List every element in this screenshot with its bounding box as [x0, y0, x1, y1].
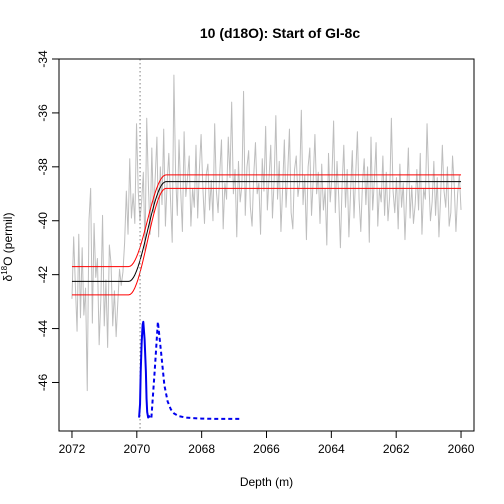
x-tick-label-5: 2062 [383, 442, 410, 456]
y-axis-label-sup: 18 [0, 265, 9, 274]
y-axis-label: δ18O (permil) [0, 213, 15, 282]
y-axis-label-prefix: δ [1, 274, 15, 281]
ramp-lower-bound-line [71, 187, 462, 296]
y-tick-label-6: -34 [36, 50, 50, 68]
ramp-center-line [71, 181, 462, 282]
y-tick-label-2: -42 [36, 266, 50, 284]
series-grey-line [71, 74, 462, 392]
y-tick-label-0: -46 [36, 373, 50, 391]
y-tick-label-1: -44 [36, 320, 50, 338]
density-solid-line [138, 320, 151, 419]
y-tick-label-4: -38 [36, 158, 50, 176]
y-axis-label-suffix: O (permil) [1, 213, 15, 266]
ramp-upper-bound-line [71, 174, 462, 268]
axes: 2072 2070 2068 2066 2064 2062 2060 -46 -44 -42 -40… [36, 50, 475, 456]
x-tick-label-1: 2070 [123, 442, 150, 456]
density-dashed-line [150, 320, 241, 420]
chart-title: 10 (d18O): Start of GI-8c [200, 25, 360, 41]
x-tick-label-2: 2068 [188, 442, 215, 456]
plot-frame [58, 58, 475, 432]
x-axis-label: Depth (m) [240, 475, 293, 489]
x-tick-label-0: 2072 [59, 442, 86, 456]
plot-area [71, 59, 462, 431]
y-tick-label-3: -40 [36, 212, 50, 230]
x-tick-label-3: 2066 [253, 442, 280, 456]
x-tick-label-6: 2060 [448, 442, 475, 456]
x-tick-label-4: 2064 [318, 442, 345, 456]
y-tick-label-5: -36 [36, 104, 50, 122]
